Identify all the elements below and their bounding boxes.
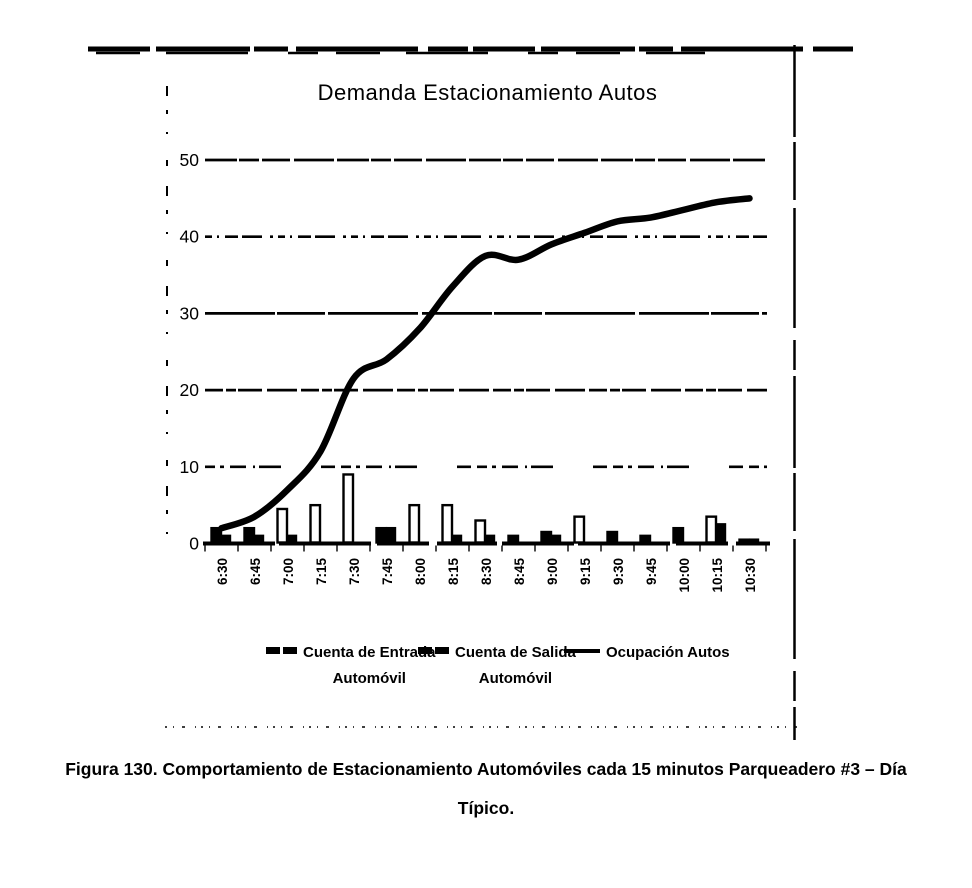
svg-text:10:00: 10:00 [677,558,692,593]
bar [220,534,232,544]
occupancy-line [218,195,753,532]
svg-text:8:45: 8:45 [512,558,527,586]
entrada-bar-marker-icon [266,647,297,654]
bar [715,523,727,544]
salida-bar-marker-icon [418,647,449,654]
svg-text:7:15: 7:15 [314,558,329,586]
gridlines [205,158,767,469]
svg-text:10: 10 [180,457,200,477]
bar [573,515,586,544]
y-axis-labels: 0 10 20 30 40 50 [180,150,200,554]
svg-text:8:30: 8:30 [479,558,494,585]
svg-text:10:30: 10:30 [743,558,758,593]
svg-text:6:45: 6:45 [248,558,263,586]
legend-item-ocupacion: Ocupación Autos [564,640,730,666]
figure-caption-line1: Figura 130. Comportamiento de Estacionam… [65,759,907,779]
bar [738,538,751,544]
svg-text:8:15: 8:15 [446,558,461,586]
svg-text:30: 30 [180,303,200,323]
x-axis-labels: 6:30 6:45 7:00 7:15 7:30 7:45 8:00 8:15 8:30 8:45… [215,558,758,593]
bar [484,534,496,544]
legend-label-ocupacion: Ocupación Autos [606,644,730,661]
figure-caption: Figura 130. Comportamiento de Estacionam… [56,750,916,828]
bar [408,503,421,544]
entry-bars [210,473,751,544]
chart-title: Demanda Estacionamiento Autos [317,80,658,105]
figure-130-chart-area: 0 10 20 30 40 50 6:30 6:45 7:00 7:15 7:30 7:45 8:00 8… [88,45,854,740]
bar [606,530,619,544]
bar [451,534,463,544]
legend-item-entrada: Cuenta de Entrada Automóvil [266,640,436,692]
bar [672,526,685,544]
bar [243,526,256,544]
svg-text:10:15: 10:15 [710,558,725,593]
bar [385,526,397,544]
bar [276,507,289,544]
legend-label-salida: Cuenta de Salida Automóvil [455,644,576,687]
bar [540,530,553,544]
svg-text:8:00: 8:00 [413,558,428,585]
svg-text:6:30: 6:30 [215,558,230,585]
ocupacion-line-marker-icon [564,649,600,653]
bar [309,503,322,544]
svg-text:7:30: 7:30 [347,558,362,585]
bar [639,534,652,544]
bar [748,538,760,544]
svg-text:7:00: 7:00 [281,558,296,585]
svg-text:9:45: 9:45 [644,558,659,586]
bar [705,515,718,544]
svg-text:9:00: 9:00 [545,558,560,585]
bar [550,534,562,544]
parking-demand-chart: 0 10 20 30 40 50 6:30 6:45 7:00 7:15 7:30 7:45 8:00 8… [88,45,854,740]
bar [375,526,388,544]
exit-bars [220,523,760,544]
svg-text:0: 0 [189,534,199,554]
bar [342,473,355,544]
svg-text:9:30: 9:30 [611,558,626,585]
svg-text:50: 50 [180,150,200,170]
svg-text:9:15: 9:15 [578,558,593,586]
svg-text:7:45: 7:45 [380,558,395,586]
bar [286,534,298,544]
figure-caption-line2: Típico. [457,798,515,818]
bar [441,503,454,544]
bar [253,534,265,544]
bar [507,534,520,544]
axis-baseline [203,541,770,552]
svg-text:20: 20 [180,380,200,400]
svg-text:40: 40 [180,227,200,247]
legend-item-salida: Cuenta de Salida Automóvil [418,640,576,692]
legend-label-entrada: Cuenta de Entrada Automóvil [303,644,436,687]
figure-border [88,45,854,740]
bar [474,519,487,544]
